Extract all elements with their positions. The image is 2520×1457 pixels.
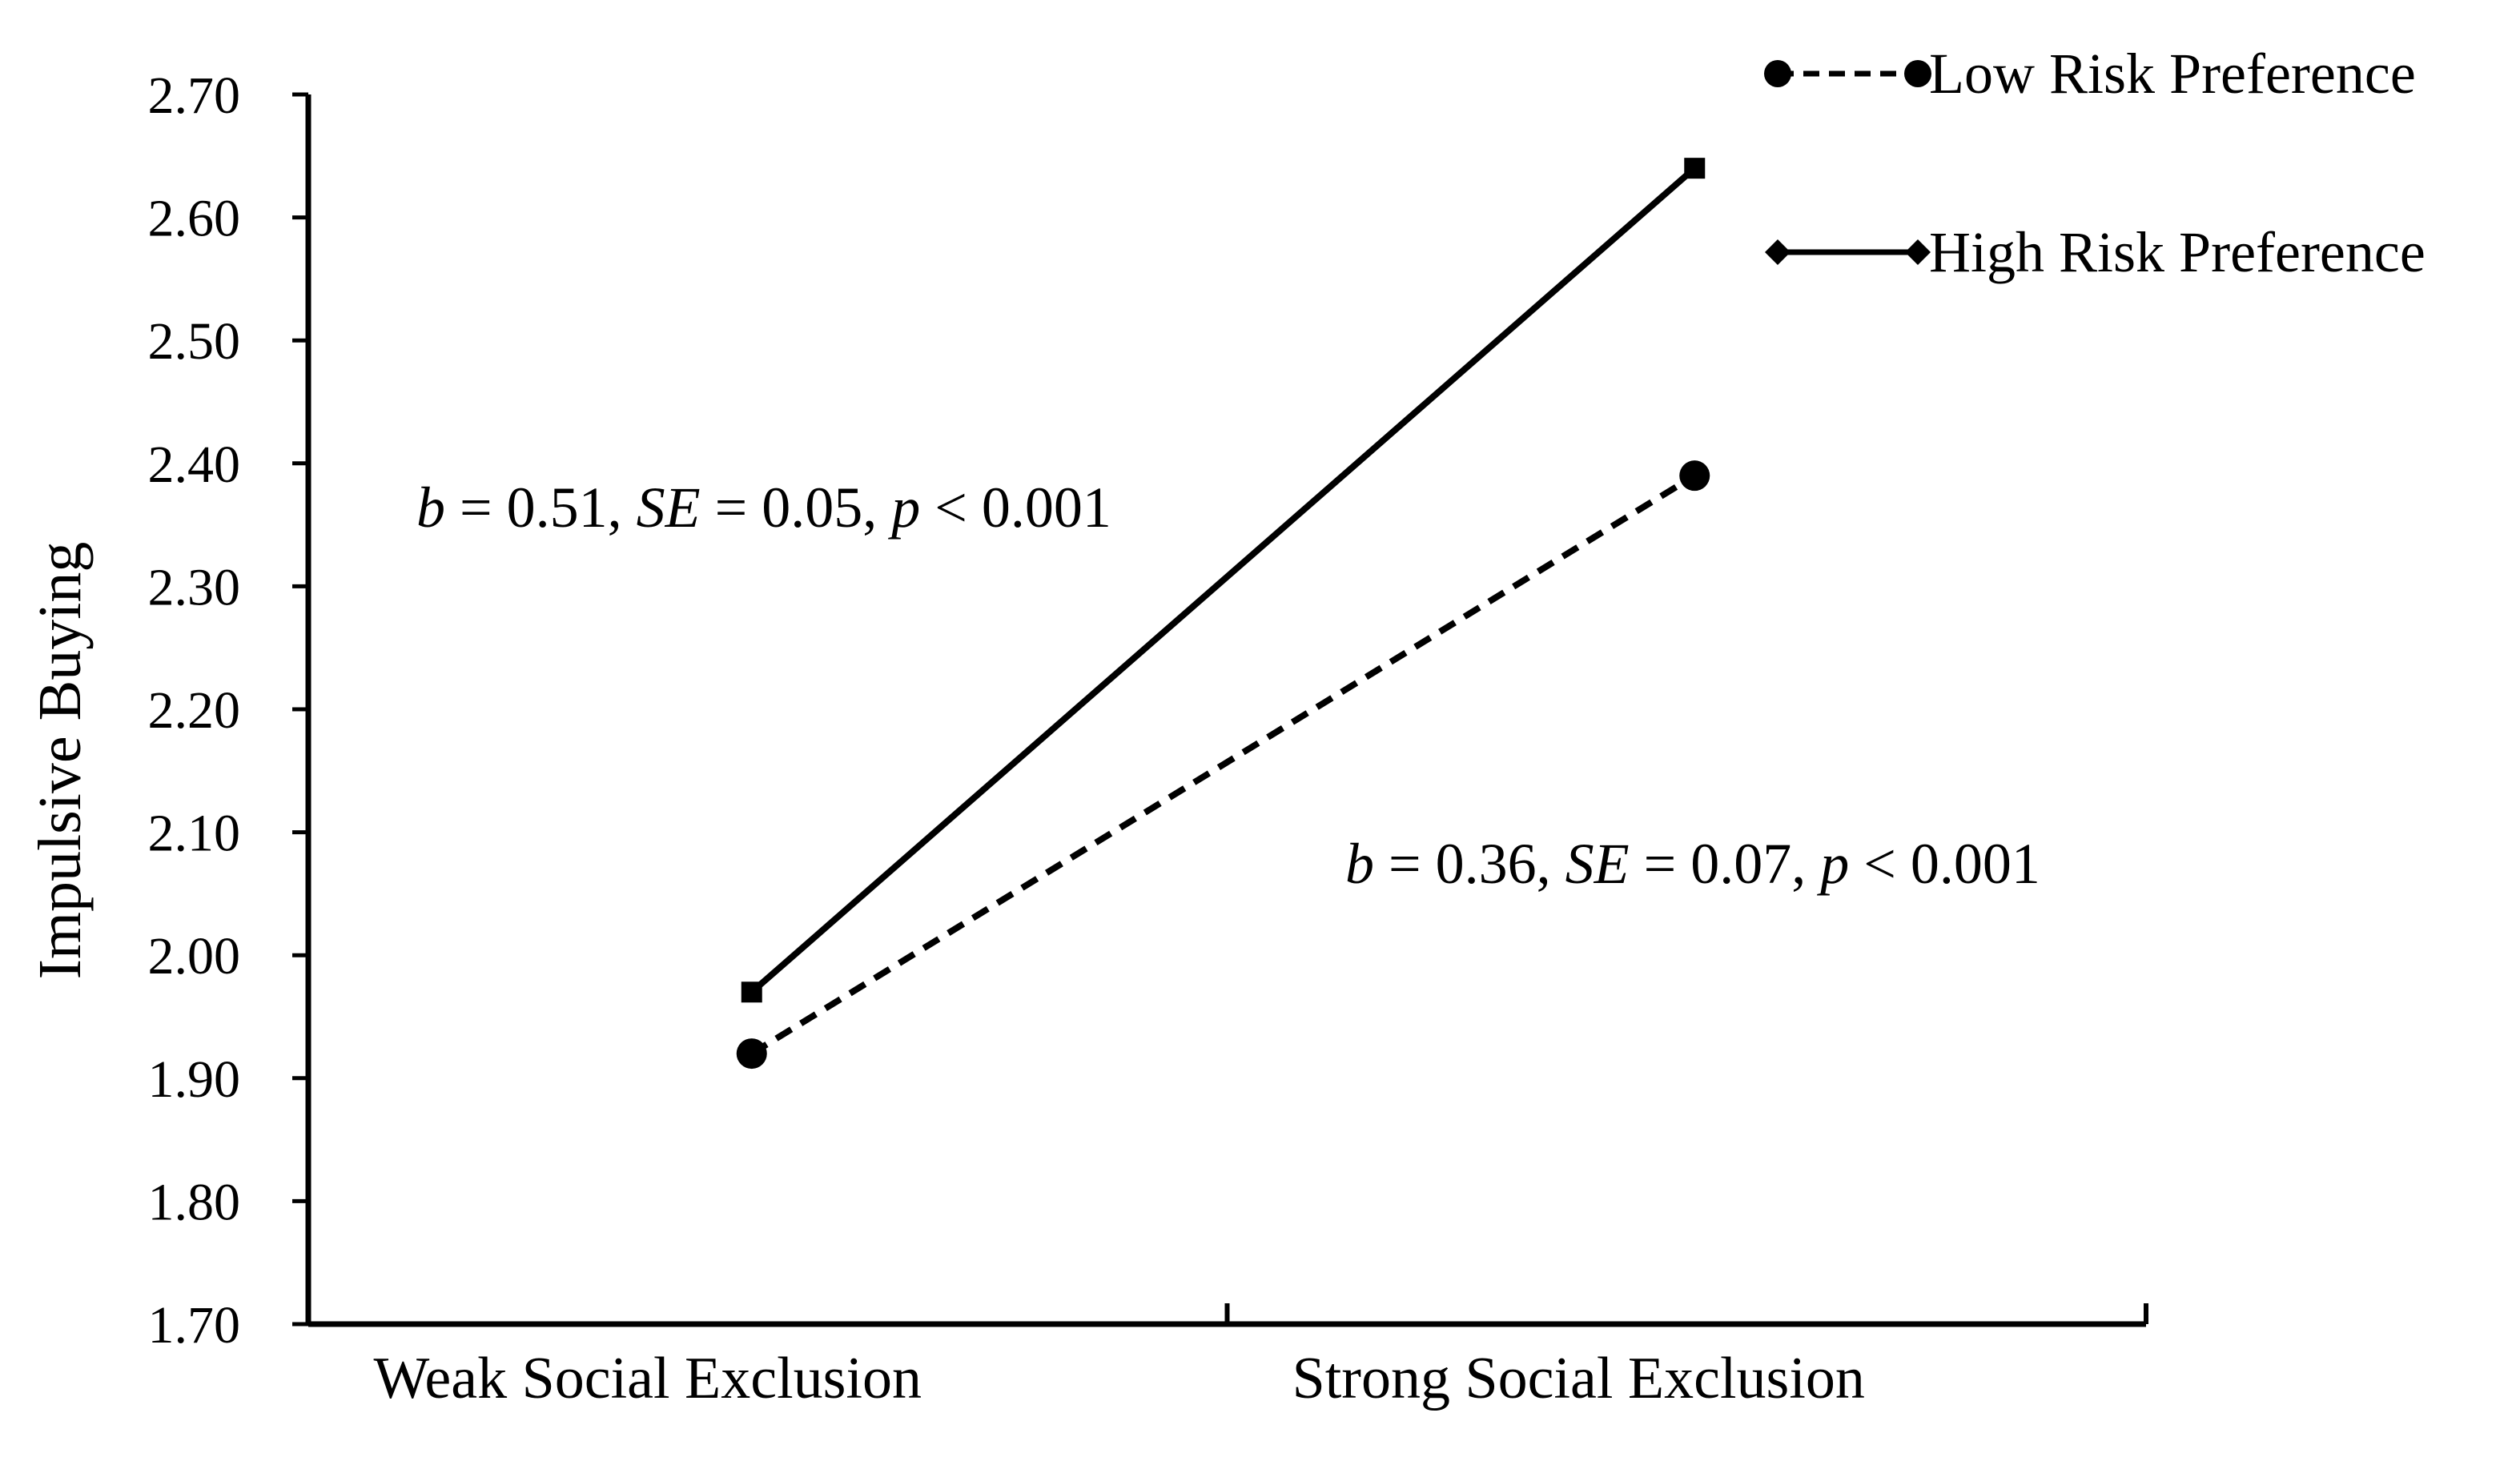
annot-low-sep2: , xyxy=(1791,832,1820,896)
y-tick-label: 2.60 xyxy=(148,190,241,248)
legend-marker xyxy=(1904,60,1931,87)
annot-low-b-value: 0.36 xyxy=(1436,832,1537,896)
annot-high-se-eq: = xyxy=(701,476,762,540)
y-tick-label: 1.90 xyxy=(148,1050,241,1109)
annot-high-p-lt: < xyxy=(920,476,982,540)
y-tick-label: 2.00 xyxy=(148,927,241,985)
series-line xyxy=(750,166,1697,995)
annot-high-p-symbol: p xyxy=(887,476,920,540)
y-axis-title: Impulsive Buying xyxy=(26,542,94,980)
annot-high-b-eq: = xyxy=(445,476,507,540)
y-tick-label: 1.80 xyxy=(148,1173,241,1231)
axes xyxy=(305,94,2146,1327)
data-point-marker xyxy=(1679,460,1710,492)
legend-marker xyxy=(1764,60,1791,87)
series-line xyxy=(750,472,1697,1057)
annot-low-se-value: 0.07 xyxy=(1690,832,1791,896)
legend-marker xyxy=(1765,239,1791,265)
data-point-marker xyxy=(741,981,762,1003)
y-tick-label: 2.30 xyxy=(148,558,241,616)
legend-label: High Risk Preference xyxy=(1929,220,2426,284)
annot-low-sep1: , xyxy=(1537,832,1565,896)
x-category-label: Strong Social Exclusion xyxy=(1292,1346,1865,1411)
x-categories: Weak Social Exclusion Strong Social Exclu… xyxy=(306,1303,2148,1411)
y-tick-label: 2.50 xyxy=(148,312,241,371)
series-high-risk xyxy=(741,158,1706,1003)
legend-label: Low Risk Preference xyxy=(1929,42,2416,106)
annot-high-sep2: , xyxy=(862,476,891,540)
annot-low-se-eq: = xyxy=(1630,832,1691,896)
legend-marker xyxy=(1905,239,1931,265)
annot-low-b-symbol: b xyxy=(1345,832,1374,896)
annot-high-b-symbol: b xyxy=(416,476,445,540)
annot-high-se-symbol: SE xyxy=(637,476,701,540)
series-low-risk xyxy=(736,460,1710,1070)
y-ticks: 1.70 1.80 1.90 2.00 2.10 2.20 2.30 2.40 2.50 2.60… xyxy=(148,66,308,1355)
annot-high-b-value: 0.51 xyxy=(507,476,608,540)
annot-high-se-value: 0.05 xyxy=(762,476,862,540)
annot-low-se-symbol: SE xyxy=(1565,832,1630,896)
y-tick-label: 2.10 xyxy=(148,805,241,863)
y-tick-label: 2.70 xyxy=(148,66,241,125)
legend-item-low-risk: Low Risk Preference xyxy=(1764,42,2416,106)
annot-low-p-symbol: p xyxy=(1816,832,1849,896)
y-tick-label: 1.70 xyxy=(148,1296,241,1355)
annot-high-p-value: 0.001 xyxy=(982,476,1111,540)
y-tick-label: 2.20 xyxy=(148,681,241,740)
annotation-low-risk: b = 0.36, SE = 0.07, p < 0.001 xyxy=(1345,832,2040,896)
x-category-label: Weak Social Exclusion xyxy=(373,1346,922,1411)
annot-low-p-lt: < xyxy=(1849,832,1911,896)
y-tick-label: 2.40 xyxy=(148,435,241,494)
annot-low-b-eq: = xyxy=(1374,832,1436,896)
annotation-high-risk: b = 0.51, SE = 0.05, p < 0.001 xyxy=(416,476,1111,540)
series-layer xyxy=(736,158,1710,1070)
annot-low-p-value: 0.001 xyxy=(1911,832,2040,896)
data-point-marker xyxy=(1684,158,1706,179)
data-point-marker xyxy=(736,1038,767,1070)
legend-item-high-risk: High Risk Preference xyxy=(1765,220,2426,284)
legend: Low Risk Preference High Risk Preference xyxy=(1764,42,2426,284)
annot-high-sep1: , xyxy=(608,476,637,540)
